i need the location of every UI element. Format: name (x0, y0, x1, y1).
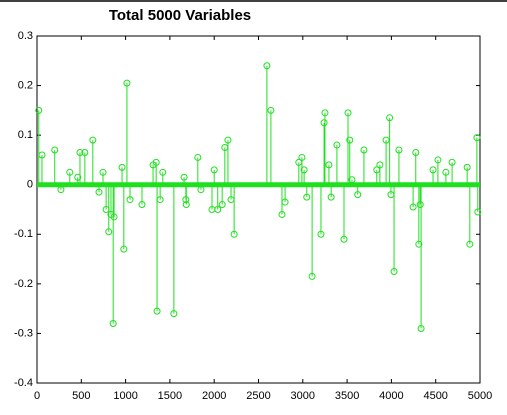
x-tick-label: 3000 (291, 390, 315, 402)
y-tick-label: -0.1 (14, 228, 33, 240)
stem-marker (386, 114, 394, 122)
y-tick-label: 0 (27, 179, 33, 191)
stem-marker (308, 272, 316, 280)
stem-marker (348, 176, 356, 184)
stem-marker (218, 201, 226, 209)
stem-marker (95, 188, 103, 196)
stem-marker (333, 141, 341, 149)
stem-marker (416, 201, 424, 209)
stem-marker (89, 136, 97, 144)
x-tick-label: 0 (34, 390, 40, 402)
stem-marker (210, 166, 218, 174)
stem-marker (152, 158, 160, 166)
stem-marker (466, 240, 474, 248)
stem-marker (126, 196, 134, 204)
x-tick-label: 5000 (468, 390, 492, 402)
stem-marker (99, 168, 107, 176)
stem-marker (120, 245, 128, 253)
stem-marker (412, 148, 420, 156)
stem-marker (197, 186, 205, 194)
stem-marker (224, 136, 232, 144)
stem-marker (230, 230, 238, 238)
stem-marker (346, 136, 354, 144)
stem-marker (409, 203, 417, 211)
stem-marker (263, 62, 271, 70)
stem-marker (415, 240, 423, 248)
stem-marker (156, 196, 164, 204)
y-tick-label: 0.1 (18, 129, 33, 141)
stem-marker (463, 163, 471, 171)
stem-marker (442, 168, 450, 176)
stem-marker (118, 163, 126, 171)
stem-marker (354, 191, 362, 199)
stem-marker (74, 173, 82, 181)
y-tick-label: -0.3 (14, 327, 33, 339)
stem-marker (38, 151, 46, 159)
stem-marker (159, 168, 167, 176)
stem-marker (194, 153, 202, 161)
x-tick-label: 1000 (113, 390, 137, 402)
stem-marker (474, 208, 482, 216)
stem-marker (320, 119, 328, 127)
stem-marker (434, 156, 442, 164)
y-tick-label: 0.2 (18, 79, 33, 91)
x-tick-label: 3500 (335, 390, 359, 402)
stem-marker (81, 148, 89, 156)
stem-marker (325, 161, 333, 169)
stem-marker (110, 213, 118, 221)
y-tick-label: 0.3 (18, 30, 33, 42)
stem-marker (303, 193, 311, 201)
stem-marker (105, 228, 113, 236)
stem-marker (66, 168, 74, 176)
x-tick-label: 4500 (423, 390, 447, 402)
stem-marker (51, 146, 59, 154)
stem-marker (138, 201, 146, 209)
stem-marker (170, 310, 178, 318)
stem-marker (327, 193, 335, 201)
stem-marker (76, 148, 84, 156)
stem-marker (153, 307, 161, 315)
stem-marker (429, 166, 437, 174)
stem-marker (57, 186, 65, 194)
stem-marker (417, 324, 425, 332)
stem-marker (182, 201, 190, 209)
x-tick-label: 500 (72, 390, 90, 402)
stem-marker (382, 136, 390, 144)
stem-marker (109, 320, 117, 328)
stem-marker (390, 267, 398, 275)
stem-marker (300, 166, 308, 174)
chart-title: Total 5000 Variables (109, 7, 251, 24)
stem-marker (214, 206, 222, 213)
stem-marker (321, 109, 329, 117)
x-tick-label: 4000 (379, 390, 403, 402)
stem-marker (180, 173, 188, 181)
stem-marker (317, 230, 325, 238)
stem-marker (473, 134, 481, 142)
x-tick-label: 2000 (202, 390, 226, 402)
stem-marker (344, 109, 352, 117)
stem-marker (448, 158, 456, 166)
stem-marker (340, 235, 348, 243)
x-tick-label: 2500 (246, 390, 270, 402)
stem-marker (123, 79, 131, 87)
y-tick-label: -0.4 (14, 377, 33, 389)
stem-marker (278, 210, 286, 218)
stem-marker (35, 106, 43, 114)
stem-marker (267, 106, 275, 114)
stem-marker (360, 146, 368, 154)
stem-marker (281, 198, 289, 206)
stem-marker (298, 153, 306, 161)
y-tick-label: -0.2 (14, 278, 33, 290)
x-tick-label: 1500 (158, 390, 182, 402)
stem-marker (395, 146, 403, 154)
stem-marker (376, 161, 384, 169)
